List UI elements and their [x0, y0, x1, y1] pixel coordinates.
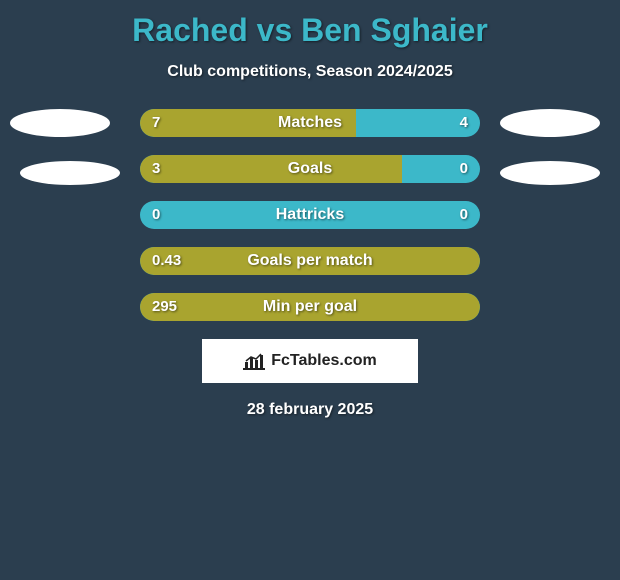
stat-row-mpg: 295 Min per goal [0, 293, 620, 321]
stat-value-left: 7 [152, 109, 160, 137]
stat-value-right: 4 [460, 109, 468, 137]
stat-value-right: 0 [460, 201, 468, 229]
stat-value-left: 0.43 [152, 247, 181, 275]
bar-track [140, 247, 480, 275]
bar-left-fill [140, 109, 356, 137]
bar-track [140, 109, 480, 137]
stat-row-hattricks: 0 Hattricks 0 [0, 201, 620, 229]
brand-footer: FcTables.com [202, 339, 418, 383]
chart-icon [243, 352, 265, 370]
stat-row-gpm: 0.43 Goals per match [0, 247, 620, 275]
stat-value-left: 295 [152, 293, 177, 321]
subtitle: Club competitions, Season 2024/2025 [0, 63, 620, 81]
bar-left-fill [140, 293, 480, 321]
stat-value-left: 3 [152, 155, 160, 183]
footer-date: 28 february 2025 [0, 401, 620, 419]
bar-left-fill [140, 247, 480, 275]
stat-row-goals: 3 Goals 0 [0, 155, 620, 183]
bar-track [140, 293, 480, 321]
stat-value-right: 0 [460, 155, 468, 183]
brand-text: FcTables.com [271, 352, 377, 370]
comparison-chart: 7 Matches 4 3 Goals 0 0 Hattricks 0 0.43… [0, 109, 620, 321]
bar-left-fill [140, 155, 402, 183]
stat-value-left: 0 [152, 201, 160, 229]
bar-track [140, 155, 480, 183]
stat-row-matches: 7 Matches 4 [0, 109, 620, 137]
bar-track [140, 201, 480, 229]
page-title: Rached vs Ben Sghaier [0, 0, 620, 49]
